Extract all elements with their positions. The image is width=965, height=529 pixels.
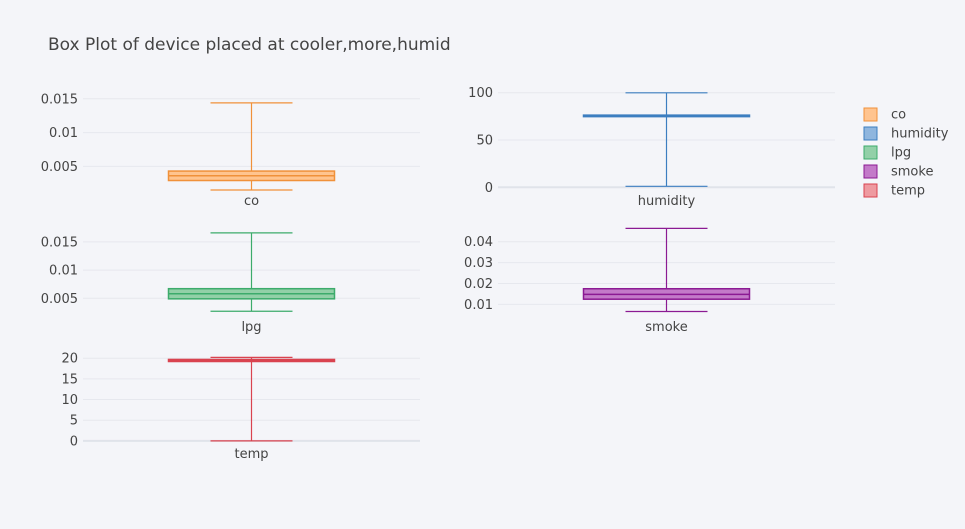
humidity-y-tick-label: 100: [468, 86, 493, 101]
temp-x-tick-label: temp: [234, 447, 268, 462]
temp-y-tick-label: 20: [61, 352, 78, 367]
co-y-tick-label: 0.015: [41, 92, 78, 107]
smoke-y-tick-label: 0.01: [464, 298, 493, 313]
legend-label-smoke[interactable]: smoke: [891, 165, 933, 180]
lpg-y-tick-label: 0.005: [41, 292, 78, 307]
smoke-y-tick-label: 0.03: [464, 256, 493, 271]
legend-swatch-temp[interactable]: [863, 183, 878, 198]
temp-y-tick-label: 5: [70, 414, 78, 429]
temp-y-tick-label: 10: [61, 393, 78, 408]
legend-label-temp[interactable]: temp: [891, 184, 925, 199]
co-y-tick-label: 0.005: [41, 160, 78, 175]
legend-label-lpg[interactable]: lpg: [891, 146, 911, 161]
legend-label-humidity[interactable]: humidity: [891, 127, 949, 142]
humidity-y-tick-label: 0: [485, 181, 493, 196]
legend-label-co[interactable]: co: [891, 108, 906, 123]
legend-swatch-co[interactable]: [863, 107, 878, 122]
lpg-y-tick-label: 0.01: [49, 264, 78, 279]
temp-y-tick-label: 15: [61, 372, 78, 387]
temp-y-tick-label: 0: [70, 434, 78, 449]
smoke-y-tick-label: 0.02: [464, 277, 493, 292]
humidity-y-tick-label: 50: [476, 134, 493, 149]
lpg-y-tick-label: 0.015: [41, 235, 78, 250]
chart-title: Box Plot of device placed at cooler,more…: [48, 35, 451, 55]
humidity-x-tick-label: humidity: [638, 194, 696, 209]
co-y-tick-label: 0.01: [49, 126, 78, 141]
lpg-x-tick-label: lpg: [241, 320, 261, 335]
smoke-y-tick-label: 0.04: [464, 235, 493, 250]
legend-swatch-lpg[interactable]: [863, 145, 878, 160]
smoke-x-tick-label: smoke: [645, 320, 687, 335]
legend-swatch-humidity[interactable]: [863, 126, 878, 141]
legend-swatch-smoke[interactable]: [863, 164, 878, 179]
co-x-tick-label: co: [244, 194, 259, 209]
